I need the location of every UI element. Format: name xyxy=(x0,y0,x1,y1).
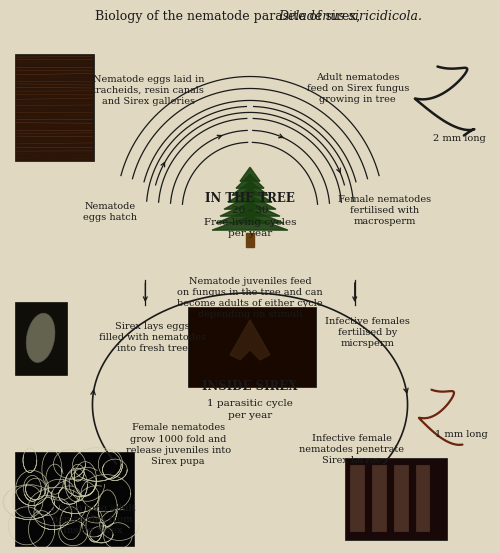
Text: 2 mm long: 2 mm long xyxy=(433,134,486,143)
Text: INSIDE SIREX: INSIDE SIREX xyxy=(202,380,298,393)
Text: 20 - 30
Free-living cycles
per year: 20 - 30 Free-living cycles per year xyxy=(204,206,296,238)
Text: Infective female
nematodes penetrate
Sirex larvae: Infective female nematodes penetrate Sir… xyxy=(299,434,404,465)
Text: 1 mm long: 1 mm long xyxy=(435,430,488,439)
Text: Infective females
fertilised by
micrsperm: Infective females fertilised by micrsper… xyxy=(325,317,410,348)
Text: Sirex lays eggs
filled with nematodes
into fresh tree: Sirex lays eggs filled with nematodes in… xyxy=(99,322,206,353)
Polygon shape xyxy=(236,174,264,188)
Polygon shape xyxy=(224,195,276,209)
Polygon shape xyxy=(246,233,254,247)
FancyBboxPatch shape xyxy=(372,465,386,533)
FancyBboxPatch shape xyxy=(188,307,316,387)
Text: Biology of the nematode parasite of sirex,: Biology of the nematode parasite of sire… xyxy=(96,10,364,23)
FancyBboxPatch shape xyxy=(14,302,66,375)
Text: 1 parasitic cycle
per year: 1 parasitic cycle per year xyxy=(207,399,293,420)
Text: IN THE TREE: IN THE TREE xyxy=(205,192,295,205)
Text: Deladenus siricidicola.: Deladenus siricidicola. xyxy=(278,10,422,23)
FancyBboxPatch shape xyxy=(394,465,408,533)
Text: Nematode eggs laid in
tracheids, resin canals
and Sirex galleries: Nematode eggs laid in tracheids, resin c… xyxy=(92,75,204,106)
FancyBboxPatch shape xyxy=(14,452,134,546)
FancyBboxPatch shape xyxy=(14,54,94,161)
Text: Female nematodes
fertilised with
macrosperm: Female nematodes fertilised with macrosp… xyxy=(338,195,431,226)
Polygon shape xyxy=(230,320,270,360)
Polygon shape xyxy=(240,167,260,181)
Text: Nematode juveniles feed
on fungus in the tree and can
become adults of either cy: Nematode juveniles feed on fungus in the… xyxy=(177,277,323,319)
Polygon shape xyxy=(228,188,272,202)
Text: Nematode
eggs hatch: Nematode eggs hatch xyxy=(84,202,138,222)
FancyBboxPatch shape xyxy=(350,465,364,533)
Polygon shape xyxy=(220,202,280,216)
Polygon shape xyxy=(232,181,268,195)
FancyBboxPatch shape xyxy=(344,457,448,540)
Polygon shape xyxy=(216,209,284,223)
FancyBboxPatch shape xyxy=(416,465,430,533)
Text: Female nematodes
grow 1000 fold and
release juveniles into
Sirex pupa: Female nematodes grow 1000 fold and rele… xyxy=(126,424,231,466)
Polygon shape xyxy=(212,216,288,230)
Text: Adult nematodes
feed on Sirex fungus
growing in tree: Adult nematodes feed on Sirex fungus gro… xyxy=(306,73,409,104)
Text: 2.5 cm long adult
nematodes from
Inside Sirex: 2.5 cm long adult nematodes from Inside … xyxy=(49,504,136,535)
Ellipse shape xyxy=(26,313,55,363)
